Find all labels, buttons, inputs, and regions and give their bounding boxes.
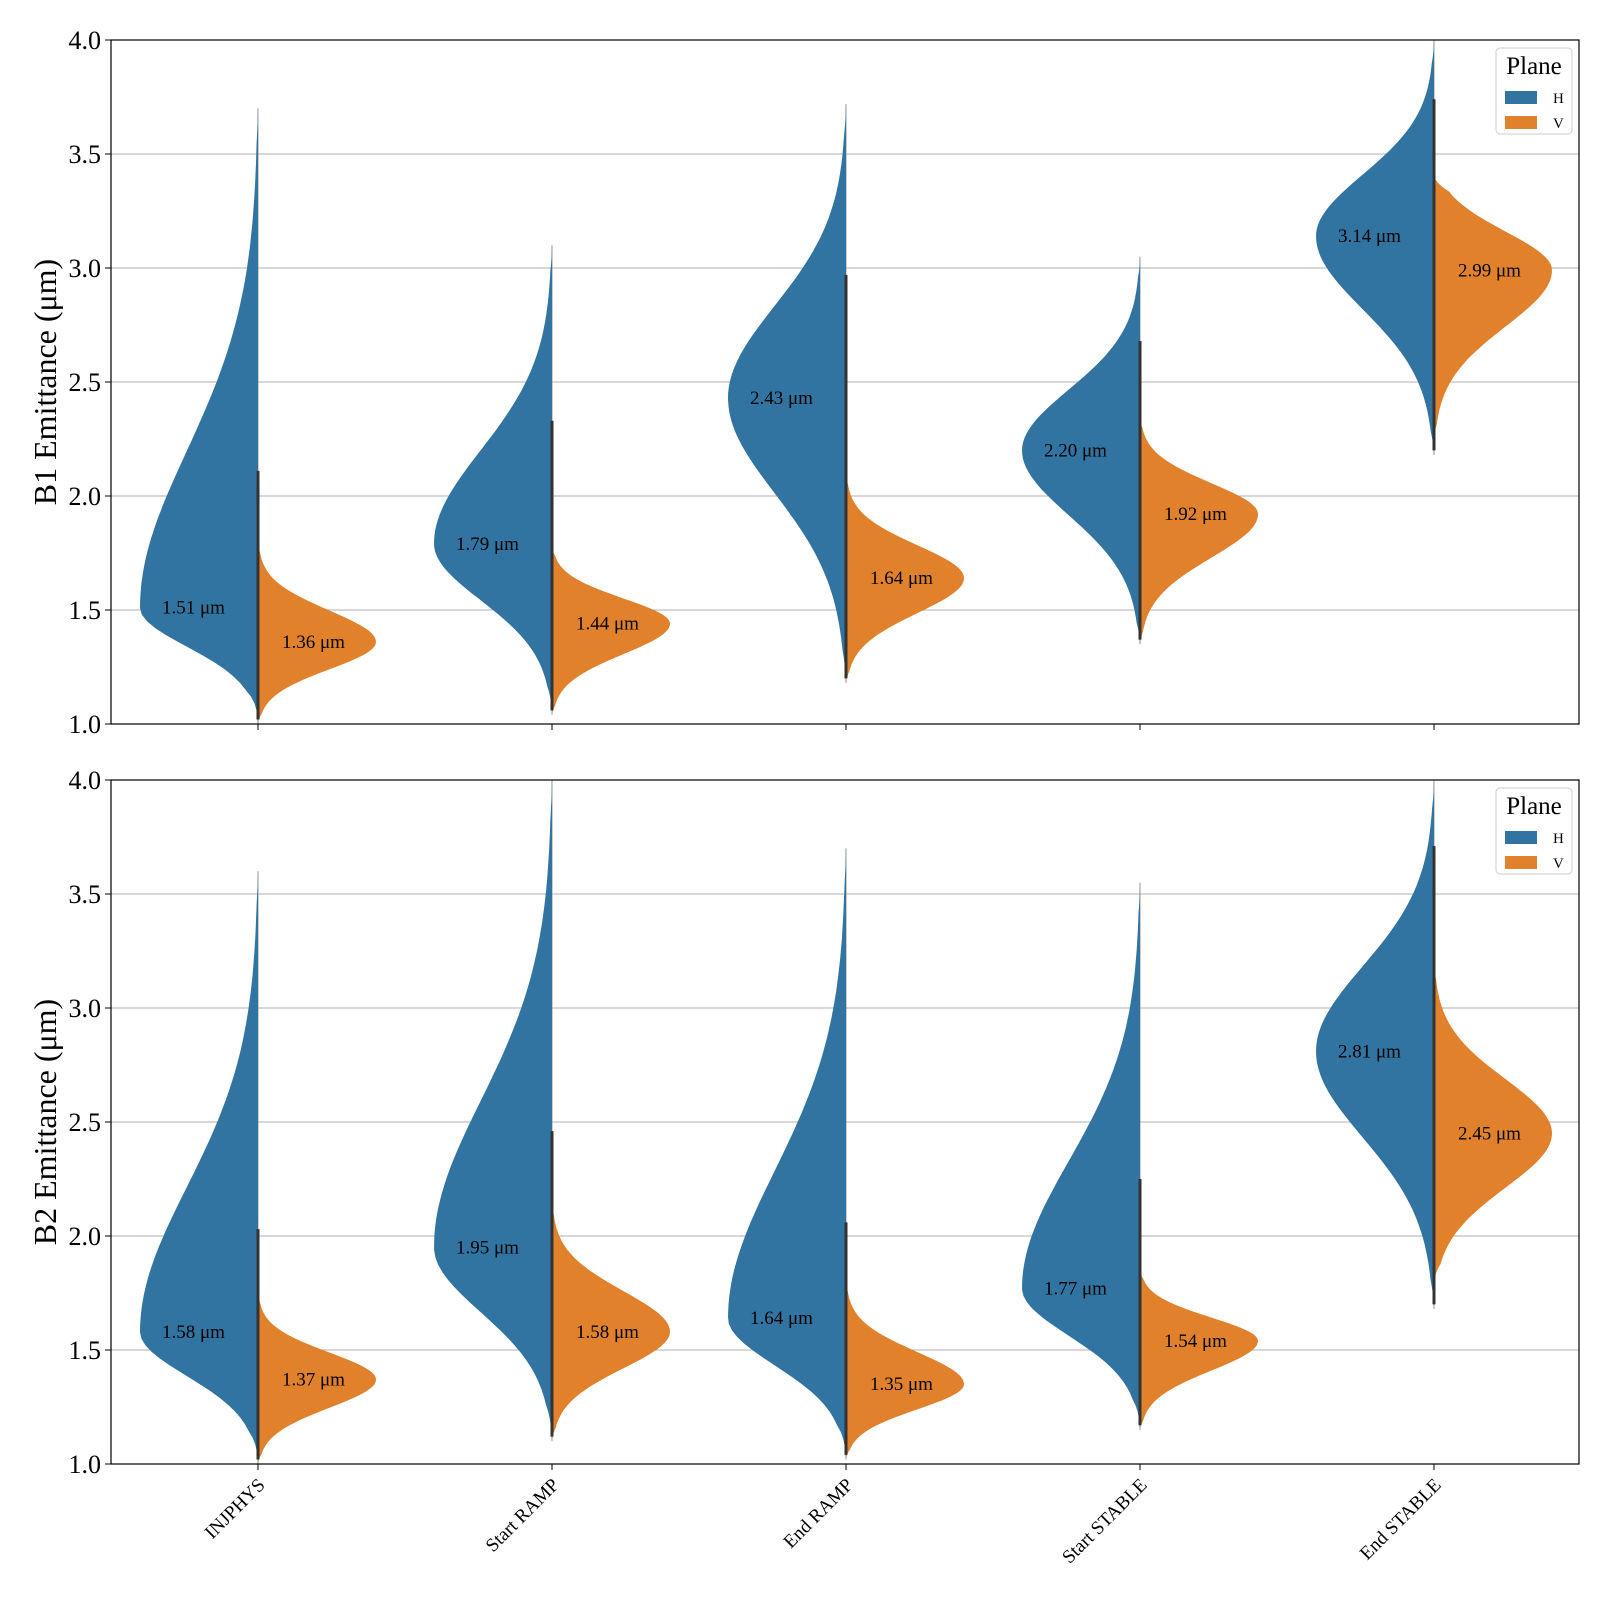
y-tick-label: 3.5 (69, 880, 102, 909)
legend: Plane HV (1495, 47, 1573, 135)
median-label-v-1: 1.36 μm (282, 632, 345, 653)
violin-h-1 (140, 871, 258, 1464)
y-tick-label: 3.0 (69, 994, 102, 1023)
median-label-v-2: 1.44 μm (576, 614, 639, 635)
plot-frame (110, 779, 1580, 1465)
plot-frame (110, 39, 1580, 725)
y-tick-label: 3.5 (69, 140, 102, 169)
violin-h-4 (1022, 256, 1140, 645)
y-tick-label: 1.0 (69, 710, 102, 739)
violin-h-4 (1022, 882, 1140, 1430)
median-label-v-4: 1.54 μm (1164, 1331, 1227, 1352)
legend-swatch-H (1505, 831, 1537, 844)
y-tick-label: 2.0 (69, 1222, 102, 1251)
violin-v-5 (1434, 962, 1552, 1282)
violin-v-4 (1140, 1270, 1258, 1430)
median-label-h-3: 2.43 μm (750, 388, 813, 409)
y-tick-label: 4.0 (69, 766, 102, 795)
violin-h-5 (1316, 40, 1434, 455)
median-label-h-2: 1.79 μm (456, 534, 519, 555)
legend: Plane HV (1495, 787, 1573, 875)
y-tick-label: 2.0 (69, 482, 102, 511)
median-label-h-5: 2.81 μm (1338, 1041, 1401, 1062)
y-tick-label: 1.0 (69, 1450, 102, 1479)
median-label-h-4: 1.77 μm (1044, 1278, 1107, 1299)
legend-label-V: V (1553, 856, 1564, 872)
legend-swatch-V (1505, 856, 1537, 869)
x-tick-label: Start STABLE (1058, 1475, 1151, 1568)
violin-h-5 (1316, 780, 1434, 1309)
violin-v-2 (552, 1201, 670, 1442)
violin-h-3 (728, 103, 846, 684)
y-tick-label: 4.0 (69, 26, 102, 55)
violin-h-3 (728, 848, 846, 1460)
legend-label-V: V (1553, 116, 1564, 132)
legend-label-H: H (1553, 831, 1564, 847)
median-label-v-3: 1.35 μm (870, 1374, 933, 1395)
y-axis-label: B2 Emittance (μm) (27, 999, 63, 1245)
median-label-v-2: 1.58 μm (576, 1322, 639, 1343)
x-tick-label: End RAMP (780, 1475, 858, 1553)
y-tick-label: 1.5 (69, 596, 102, 625)
violin-v-1 (258, 1293, 376, 1464)
violin-h-1 (140, 108, 258, 724)
panel-1: 1.0 1.5 2.0 2.5 3.0 3.5 4.0 B1 Emittance (μm) 1.… (27, 26, 1580, 739)
legend-swatch-H (1505, 91, 1537, 104)
violin-v-5 (1434, 176, 1552, 440)
legend-label-H: H (1553, 91, 1564, 107)
violin-v-4 (1140, 416, 1258, 645)
median-label-v-3: 1.64 μm (870, 568, 933, 589)
legend-swatch-V (1505, 116, 1537, 129)
x-tick-label: Start RAMP (482, 1475, 564, 1557)
median-label-v-5: 2.45 μm (1458, 1123, 1521, 1144)
median-label-h-1: 1.58 μm (162, 1322, 225, 1343)
violin-h-2 (434, 245, 552, 713)
panel-2: 1.0 1.5 2.0 2.5 3.0 3.5 4.0 B2 Emittance (μm) 1.… (27, 766, 1580, 1568)
violin-v-2 (552, 546, 670, 715)
x-tick-label: INJPHYS (201, 1475, 270, 1544)
median-label-h-1: 1.51 μm (162, 598, 225, 619)
violin-h-2 (434, 780, 552, 1442)
median-label-h-4: 2.20 μm (1044, 440, 1107, 461)
median-label-h-5: 3.14 μm (1338, 226, 1401, 247)
median-label-h-3: 1.64 μm (750, 1308, 813, 1329)
legend-title: Plane (1506, 793, 1562, 820)
x-tick-label: End STABLE (1356, 1475, 1446, 1565)
legend-title: Plane (1506, 53, 1562, 80)
median-label-v-1: 1.37 μm (282, 1370, 345, 1391)
violin-v-3 (846, 1281, 964, 1460)
median-label-v-5: 2.99 μm (1458, 260, 1521, 281)
violin-v-3 (846, 473, 964, 683)
y-axis-label: B1 Emittance (μm) (27, 259, 63, 505)
y-tick-label: 2.5 (69, 368, 102, 397)
y-tick-label: 3.0 (69, 254, 102, 283)
median-label-v-4: 1.92 μm (1164, 504, 1227, 525)
y-tick-label: 2.5 (69, 1108, 102, 1137)
violin-v-1 (258, 541, 376, 724)
y-tick-label: 1.5 (69, 1336, 102, 1365)
median-label-h-2: 1.95 μm (456, 1237, 519, 1258)
